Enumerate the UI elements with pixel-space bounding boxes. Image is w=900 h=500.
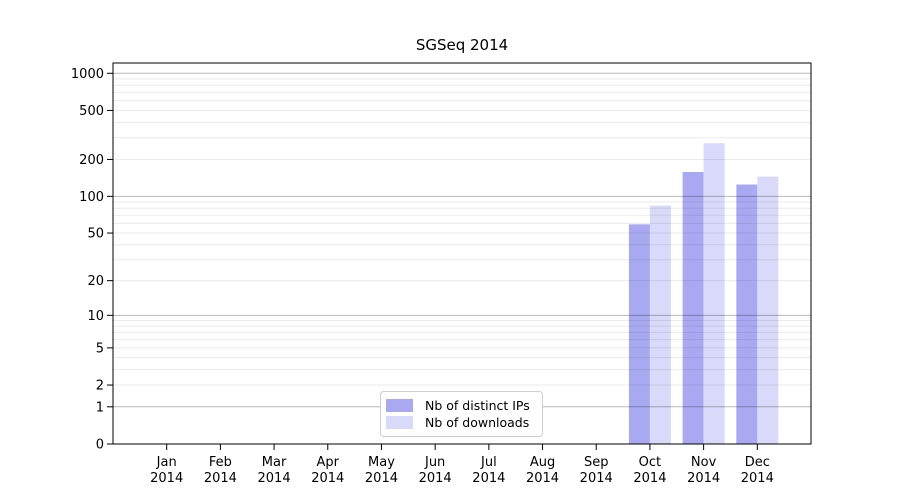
x-year-label: 2014 bbox=[526, 471, 559, 486]
x-year-label: 2014 bbox=[150, 471, 183, 486]
x-year-label: 2014 bbox=[580, 471, 613, 486]
y-tick-label: 500 bbox=[79, 104, 104, 119]
bar-oct-downloads bbox=[649, 205, 671, 444]
y-tick-label: 10 bbox=[87, 309, 104, 324]
x-year-label: 2014 bbox=[687, 471, 720, 486]
x-month-label: Jul bbox=[480, 455, 497, 470]
y-tick-label: 50 bbox=[87, 227, 104, 242]
y-tick-label: 2 bbox=[96, 379, 104, 394]
legend-item-distinct-ips: Nb of distinct IPs bbox=[386, 397, 542, 414]
legend-swatch-downloads bbox=[386, 416, 413, 429]
bar-dec-downloads bbox=[757, 176, 779, 445]
bar-oct-ips bbox=[628, 224, 650, 444]
x-month-label: Jun bbox=[424, 455, 445, 470]
bar-dec-ips bbox=[736, 184, 758, 444]
chart-title: SGSeq 2014 bbox=[415, 36, 509, 54]
x-year-label: 2014 bbox=[472, 471, 505, 486]
x-month-label: Oct bbox=[639, 455, 661, 470]
plot-frame bbox=[112, 62, 812, 445]
x-year-label: 2014 bbox=[741, 471, 774, 486]
x-year-label: 2014 bbox=[419, 471, 452, 486]
legend-label-downloads: Nb of downloads bbox=[425, 415, 530, 430]
bar-nov-ips bbox=[682, 172, 704, 444]
legend-swatch-distinct-ips bbox=[386, 399, 413, 412]
y-tick-label: 200 bbox=[79, 153, 104, 168]
x-month-label: Aug bbox=[530, 455, 555, 470]
x-year-label: 2014 bbox=[365, 471, 398, 486]
y-tick-label: 1 bbox=[96, 400, 104, 415]
y-tick-label: 20 bbox=[87, 274, 104, 289]
x-month-label: Dec bbox=[745, 455, 770, 470]
x-month-label: Mar bbox=[262, 455, 287, 470]
y-tick-label: 1000 bbox=[71, 67, 104, 82]
x-year-label: 2014 bbox=[204, 471, 237, 486]
x-year-label: 2014 bbox=[311, 471, 344, 486]
y-tick-label: 100 bbox=[79, 190, 104, 205]
x-year-label: 2014 bbox=[258, 471, 291, 486]
legend-label-distinct-ips: Nb of distinct IPs bbox=[425, 398, 530, 413]
x-month-label: Jan bbox=[156, 455, 177, 470]
legend: Nb of distinct IPs Nb of downloads bbox=[380, 391, 543, 437]
x-month-label: Sep bbox=[584, 455, 609, 470]
x-month-label: Feb bbox=[209, 455, 232, 470]
x-month-label: Apr bbox=[317, 455, 340, 470]
x-year-label: 2014 bbox=[633, 471, 666, 486]
x-month-label: May bbox=[368, 455, 395, 470]
legend-item-downloads: Nb of downloads bbox=[386, 414, 542, 431]
y-tick-label: 0 bbox=[96, 438, 104, 453]
y-tick-label: 5 bbox=[96, 341, 104, 356]
bar-nov-downloads bbox=[703, 143, 725, 444]
x-month-label: Nov bbox=[691, 455, 717, 470]
